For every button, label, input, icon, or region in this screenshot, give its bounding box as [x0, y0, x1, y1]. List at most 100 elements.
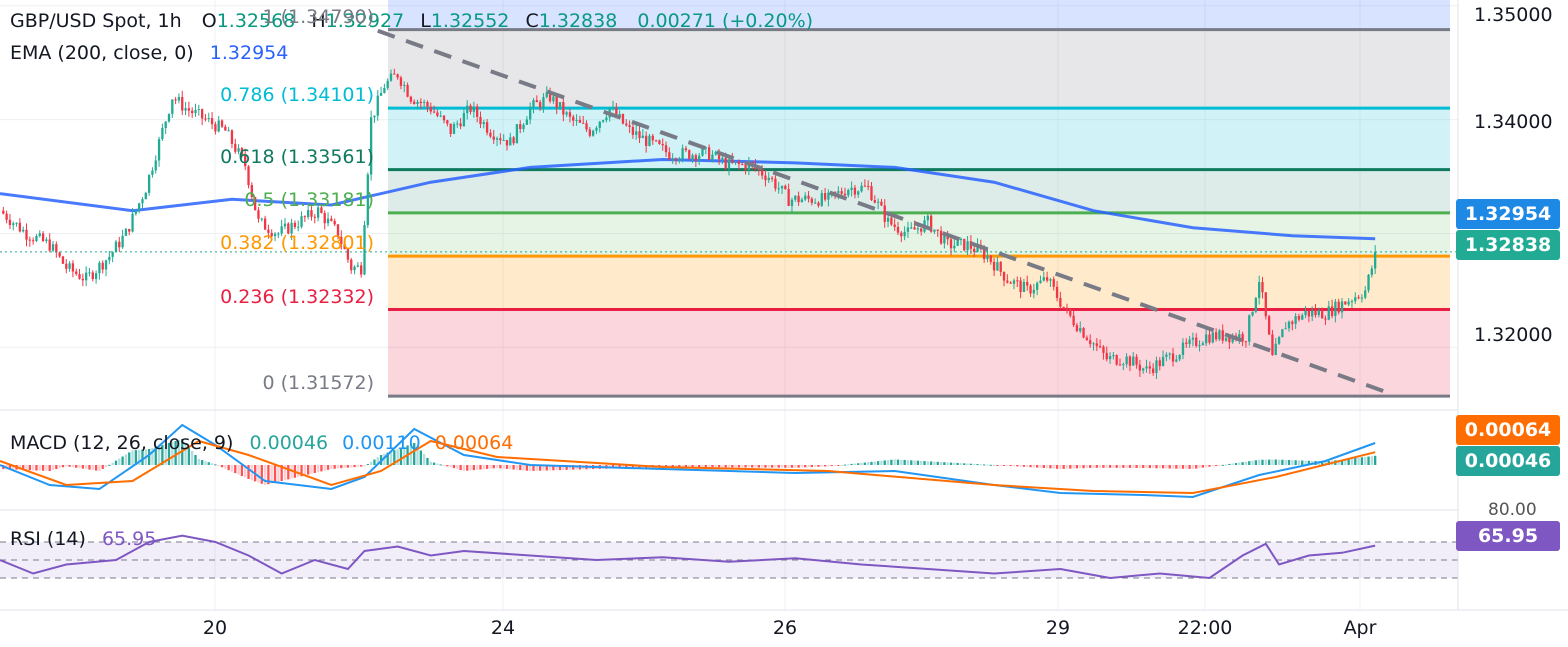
time-tick: 22:00 [1177, 617, 1233, 639]
candle-body [1052, 279, 1055, 287]
candle-body [628, 125, 631, 128]
macd-histogram-bar [1234, 463, 1238, 465]
candle-body [191, 110, 194, 114]
trendline [0, 28, 1458, 396]
candle-body [442, 115, 446, 121]
candle-body [1354, 297, 1357, 302]
candle-body [207, 118, 210, 120]
macd-histogram-bar [767, 465, 770, 468]
open-value: 1.32568 [216, 10, 296, 32]
macd-histogram-bar [1042, 465, 1045, 468]
macd-histogram-bar [1277, 459, 1281, 465]
macd-histogram-bar [343, 465, 346, 468]
fib-zone [388, 29, 1450, 109]
macd-line [0, 423, 1376, 499]
candle-body [38, 233, 41, 237]
macd-histogram-bar [1006, 465, 1009, 466]
macd-histogram-bar [446, 465, 449, 467]
candle-body [459, 123, 462, 127]
candle-body [777, 188, 780, 190]
macd-histogram-bar [270, 465, 273, 484]
candle-body [850, 187, 853, 190]
macd-histogram-bar [413, 443, 416, 465]
macd-histogram-bar [28, 465, 31, 471]
candle-body [1214, 332, 1218, 340]
candle-body [674, 158, 678, 161]
candle-body [147, 174, 151, 193]
candle-body [986, 255, 989, 260]
candle-body [1079, 328, 1082, 332]
candle-body [982, 249, 986, 260]
candle-body [883, 205, 886, 222]
candle-body [1271, 334, 1274, 356]
candle-body [896, 226, 900, 233]
macd-histogram-bar [774, 465, 777, 468]
candle-body [1357, 297, 1360, 299]
candle-body [1151, 368, 1155, 373]
candle-body [522, 124, 525, 130]
symbol-title: GBP/USD Spot, 1h [10, 10, 182, 32]
candle-body [1248, 315, 1251, 342]
candle-body [1364, 290, 1367, 298]
macd-histogram-bar [1029, 465, 1032, 468]
candle-body [379, 93, 383, 96]
macd-histogram-bar [1198, 465, 1201, 469]
candle-body [108, 256, 111, 261]
macd-histogram-bar [234, 465, 237, 474]
macd-histogram-bar [1045, 465, 1049, 469]
candle-body [1291, 321, 1294, 324]
macd-histogram-bar [71, 465, 75, 468]
macd-histogram-bar [1151, 465, 1155, 469]
macd-histogram-bar [867, 462, 870, 465]
candle-body [1138, 364, 1142, 371]
macd-histogram-bar [191, 451, 194, 465]
candle-body [253, 197, 257, 211]
candle-body [439, 115, 442, 117]
candle-body [684, 148, 688, 151]
macd-histogram-bar [1284, 459, 1287, 465]
macd-histogram-bar [154, 447, 157, 465]
macd-histogram-bar [790, 465, 794, 468]
candle-body [963, 238, 966, 251]
candle-body [973, 248, 976, 252]
candle-body [1370, 268, 1374, 275]
candle-body [277, 233, 280, 235]
macd-histogram-bar [94, 465, 98, 471]
macd-histogram-bar [727, 465, 731, 468]
candle-body [949, 239, 953, 249]
candle-body [724, 157, 727, 169]
candle-body [1301, 315, 1304, 320]
fib-label: 0.382 (1.32801) [220, 232, 374, 255]
macd-histogram-bar [1307, 460, 1311, 465]
macd-histogram-bar [260, 465, 263, 484]
macd-histogram-bar [804, 465, 807, 468]
candle-body [419, 101, 422, 104]
candle-body [217, 120, 220, 132]
macd-histogram-bar [538, 465, 542, 471]
candle-body [161, 128, 164, 140]
macd-histogram-bar [1251, 460, 1254, 465]
candle-body [916, 228, 920, 230]
candle-body [383, 88, 386, 94]
candle-body [1188, 339, 1191, 344]
candle-body [1072, 315, 1075, 326]
macd-histogram-bar [1069, 465, 1072, 469]
macd-histogram-bar [1201, 465, 1205, 468]
candle-body [582, 122, 585, 124]
candle-body [625, 123, 628, 126]
time-tick: 20 [202, 617, 228, 639]
candle-body [1254, 298, 1258, 312]
macd-histogram-bar [784, 465, 787, 468]
candle-body [1294, 316, 1297, 324]
candle-body [310, 210, 313, 217]
macd-histogram-bar [267, 465, 270, 485]
macd-histogram-bar [495, 465, 499, 468]
macd-histogram-bar [118, 458, 121, 465]
macd-line-value: 0.00110 [342, 432, 421, 454]
macd-histogram-bar [1241, 462, 1244, 465]
candle-body [224, 126, 227, 131]
macd-signal-value: 0.00064 [434, 432, 514, 454]
macd-histogram-bar [353, 465, 356, 468]
macd-histogram-bar [949, 462, 953, 465]
candle-body [744, 164, 747, 171]
